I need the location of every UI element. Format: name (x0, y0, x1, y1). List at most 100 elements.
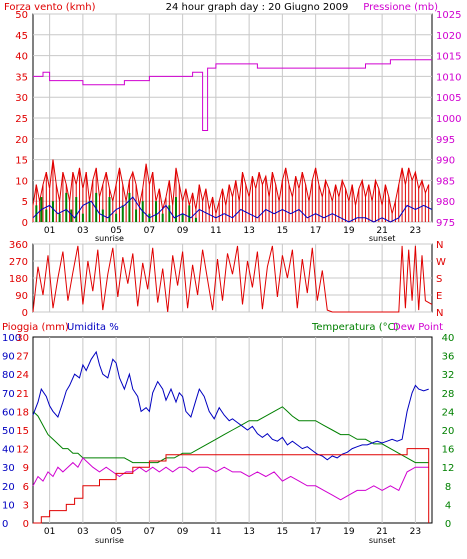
wind-x-tick-label: 19 (343, 226, 355, 236)
dewpoint-axis-title: Dew Point (393, 322, 443, 333)
wind-x-tick-label: 17 (310, 226, 321, 236)
sunset-label: sunset (369, 234, 396, 243)
temperature-y-tick-label: 36 (442, 352, 455, 363)
humidity-y-tick-label: 20 (2, 482, 15, 493)
rain-y-tick-label: 27 (16, 352, 29, 363)
pressure-y-tick-label: 1025 (436, 10, 461, 21)
wind-x-tick-label: 13 (243, 226, 254, 236)
direction-compass-label: N (436, 240, 443, 251)
wind-y-tick-label: 10 (15, 176, 28, 187)
rain-y-tick-label: 21 (16, 389, 29, 400)
temperature-y-tick-label: 20 (442, 426, 455, 437)
pressure-title: Pressione (mb) (363, 2, 438, 13)
wind-average-line (32, 196, 433, 223)
direction-compass-label: E (436, 291, 442, 302)
pressure-y-tick-label: 1010 (436, 72, 461, 83)
pressure-y-tick-label: 1000 (436, 114, 461, 125)
temperature-y-tick-label: 8 (445, 482, 451, 493)
wind-y-tick-label: 0 (22, 218, 28, 229)
rain-y-tick-label: 24 (16, 370, 29, 381)
rain-humidity-temperature-panel: 0102030405060708090100036912151821242730… (2, 333, 454, 545)
chart-title: 24 hour graph day : 20 Giugno 2009 (166, 2, 349, 13)
pressure-line (33, 59, 432, 131)
direction-y-tick-label: 270 (9, 257, 28, 268)
direction-compass-label: W (436, 257, 446, 268)
temperature-y-tick-label: 16 (442, 445, 455, 456)
wind-x-tick-label: 01 (44, 226, 55, 236)
rain-y-tick-label: 9 (23, 463, 29, 474)
humidity-y-tick-label: 80 (2, 370, 15, 381)
wind-pressure-panel: 0510152025303540455097598098599099510001… (15, 10, 461, 243)
rain-x-tick-label: 17 (310, 527, 321, 537)
temperature-y-tick-label: 28 (442, 389, 455, 400)
humidity-y-tick-label: 50 (2, 426, 15, 437)
rain-axis-title: Pioggia (mm) (2, 322, 69, 333)
pressure-y-tick-label: 1020 (436, 31, 461, 42)
rain-y-tick-label: 6 (23, 482, 29, 493)
wind-direction-line (32, 245, 433, 313)
rain-x-tick-label: 09 (177, 527, 189, 537)
rain-y-tick-label: 18 (16, 407, 29, 418)
dewpoint-line (32, 457, 429, 501)
humidity-y-tick-label: 40 (2, 445, 15, 456)
pressure-y-tick-label: 1015 (436, 52, 461, 63)
direction-y-tick-label: 90 (15, 291, 28, 302)
direction-compass-label: N (436, 308, 443, 319)
rain-x-tick-label: 13 (243, 527, 254, 537)
wind-y-tick-label: 5 (22, 197, 28, 208)
sunrise-label-bottom: sunrise (95, 536, 124, 545)
sunset-label-bottom: sunset (369, 536, 396, 545)
humidity-y-tick-label: 60 (2, 407, 15, 418)
wind-y-tick-label: 25 (15, 114, 28, 125)
wind-x-tick-label: 09 (177, 226, 189, 236)
wind-x-tick-label: 11 (210, 226, 221, 236)
humidity-y-tick-label: 0 (2, 519, 8, 530)
direction-compass-label: S (436, 274, 442, 285)
rain-x-tick-label: 11 (210, 527, 221, 537)
humidity-y-tick-label: 10 (2, 500, 15, 511)
temperature-y-tick-label: 4 (445, 500, 451, 511)
pressure-y-tick-label: 1005 (436, 93, 461, 104)
humidity-y-tick-label: 100 (2, 333, 21, 344)
pressure-y-tick-label: 975 (436, 218, 455, 229)
temperature-y-tick-label: 32 (442, 370, 455, 381)
rain-x-tick-label: 21 (376, 527, 387, 537)
wind-x-tick-label: 05 (110, 226, 121, 236)
direction-y-tick-label: 360 (9, 240, 28, 251)
rain-x-tick-label: 07 (144, 527, 155, 537)
rain-x-tick-label: 01 (44, 527, 55, 537)
wind-y-tick-label: 50 (15, 10, 28, 21)
rain-x-tick-label: 05 (110, 527, 121, 537)
temperature-line (32, 406, 429, 464)
wind-x-tick-label: 07 (144, 226, 155, 236)
wind-x-tick-label: 03 (77, 226, 88, 236)
rain-x-tick-label: 03 (77, 527, 88, 537)
temperature-y-tick-label: 0 (445, 519, 451, 530)
temperature-axis-title: Temperatura (°C) (311, 322, 399, 333)
temperature-y-tick-label: 24 (442, 407, 455, 418)
rain-y-tick-label: 15 (16, 426, 29, 437)
rain-y-tick-label: 12 (16, 445, 29, 456)
wind-y-tick-label: 15 (15, 156, 28, 167)
rain-x-tick-label: 15 (277, 527, 288, 537)
rain-line (33, 448, 430, 524)
temperature-y-tick-label: 40 (442, 333, 455, 344)
humidity-y-tick-label: 30 (2, 463, 15, 474)
wind-y-tick-label: 40 (15, 52, 28, 63)
wind-x-tick-label: 21 (376, 226, 387, 236)
humidity-line (32, 350, 429, 461)
humidity-axis-title: Umidita % (67, 322, 119, 333)
wind-y-tick-label: 35 (15, 72, 28, 83)
wind-x-tick-label: 15 (277, 226, 288, 236)
rain-y-tick-label: 3 (23, 500, 29, 511)
humidity-y-tick-label: 70 (2, 389, 15, 400)
wind-x-tick-label: 23 (410, 226, 421, 236)
direction-y-tick-label: 180 (9, 274, 28, 285)
wind-y-tick-label: 45 (15, 31, 28, 42)
rain-x-tick-label: 19 (343, 527, 355, 537)
direction-y-tick-label: 0 (22, 308, 28, 319)
wind-speed-line (32, 159, 430, 214)
rain-x-tick-label: 23 (410, 527, 421, 537)
